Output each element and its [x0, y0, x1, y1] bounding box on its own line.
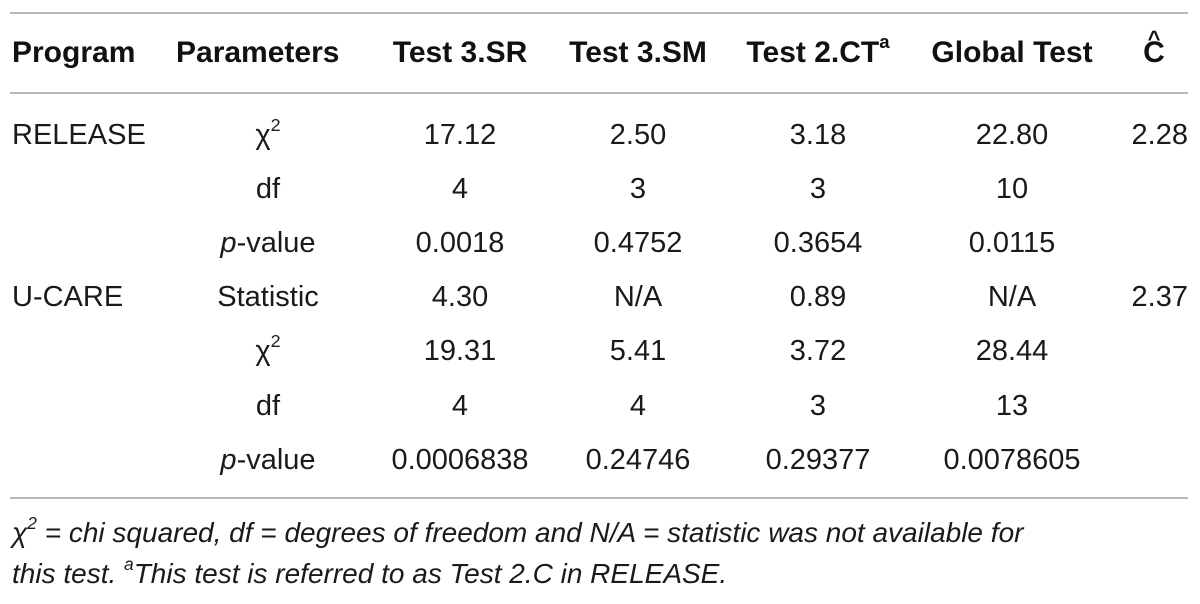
- header-test-2ct-text: Test 2.CT: [746, 36, 880, 69]
- cell-global-test: N/A: [987, 281, 1037, 313]
- header-test-3sr: Test 3.SR: [392, 36, 528, 69]
- param-text: df: [255, 173, 281, 205]
- cell-test-3sm: 4: [629, 390, 647, 422]
- cell-parameter: p-value: [220, 226, 315, 260]
- cell-program: RELEASE: [12, 119, 146, 151]
- header-program: Program: [12, 36, 136, 69]
- param-text: χ: [255, 119, 271, 151]
- cell-test-2ct: 3.72: [789, 335, 847, 367]
- footnote-chi-sup: 2: [27, 513, 37, 534]
- footnote-line-1: χ2 = chi squared, df = degrees of freedo…: [12, 512, 1192, 553]
- table-bottom-rule: [10, 497, 1188, 499]
- cell-test-3sm: 2.50: [609, 119, 667, 151]
- cell-test-3sm: 5.41: [609, 335, 667, 367]
- cell-test-2ct: 3.18: [789, 119, 847, 151]
- cell-test-3sr: 17.12: [423, 119, 497, 151]
- param-italic-p: p: [220, 227, 237, 259]
- cell-global-test: 0.0078605: [943, 444, 1081, 476]
- cell-test-2ct: 3: [809, 390, 827, 422]
- cell-test-3sr: 0.0006838: [391, 444, 529, 476]
- footnote-line-2-text: This test is referred to as Test 2.C in …: [133, 558, 728, 589]
- header-global-test: Global Test: [931, 36, 1093, 69]
- footnote-line-2: this test. aThis test is referred to as …: [12, 553, 1192, 594]
- header-c-hat: ^ C: [1143, 26, 1165, 70]
- table-top-rule: [10, 12, 1188, 14]
- table-header-rule: [10, 92, 1188, 94]
- cell-parameter: χ2: [255, 330, 281, 368]
- cell-test-3sm: 0.4752: [593, 227, 683, 259]
- cell-parameter: χ2: [255, 114, 281, 152]
- cell-global-test: 0.0115: [968, 227, 1056, 259]
- cell-global-test: 13: [995, 390, 1029, 422]
- cell-parameter: df: [256, 389, 280, 423]
- cell-test-3sr: 4: [451, 173, 469, 205]
- cell-global-test: 28.44: [975, 335, 1049, 367]
- cell-c-hat: 2.28: [1131, 119, 1188, 151]
- cell-test-3sm: N/A: [613, 281, 663, 313]
- footnote-a-sup: a: [124, 554, 134, 575]
- cell-test-3sr: 19.31: [423, 335, 497, 367]
- cell-test-3sr: 0.0018: [415, 227, 505, 259]
- param-sup: 2: [270, 114, 281, 135]
- param-text: df: [255, 390, 281, 422]
- cell-global-test: 22.80: [975, 119, 1049, 151]
- param-text: Statistic: [217, 281, 319, 313]
- cell-test-3sm: 0.24746: [585, 444, 691, 476]
- cell-c-hat: 2.37: [1131, 281, 1188, 313]
- cell-global-test: 10: [995, 173, 1029, 205]
- cell-test-2ct: 0.3654: [773, 227, 863, 259]
- hat-glyph: ^: [1147, 26, 1161, 51]
- cell-parameter: df: [256, 172, 280, 206]
- header-c-hat-text: C: [1143, 36, 1165, 69]
- cell-test-2ct: 0.29377: [765, 444, 871, 476]
- footnote-chi: χ: [12, 517, 28, 548]
- cell-parameter: Statistic: [217, 280, 319, 314]
- header-parameters: Parameters: [176, 36, 340, 69]
- footnote-line-2-pre: this test.: [12, 558, 125, 589]
- header-test-3sm: Test 3.SM: [569, 36, 707, 69]
- cell-test-3sm: 3: [629, 173, 647, 205]
- table-footnote: χ2 = chi squared, df = degrees of freedo…: [12, 512, 1192, 594]
- cell-test-2ct: 3: [809, 173, 827, 205]
- header-test-2ct-sup: a: [879, 31, 890, 53]
- cell-test-3sr: 4: [451, 390, 469, 422]
- param-italic-p: p: [220, 444, 237, 476]
- param-sup: 2: [270, 330, 281, 351]
- header-test-2ct: Test 2.CTa: [746, 32, 889, 70]
- cell-parameter: p-value: [220, 443, 315, 477]
- footnote-line-1-text: = chi squared, df = degrees of freedom a…: [36, 517, 1024, 548]
- param-text: χ: [255, 335, 271, 367]
- param-text: -value: [236, 444, 316, 476]
- cell-test-3sr: 4.30: [431, 281, 489, 313]
- param-text: -value: [236, 227, 316, 259]
- cell-test-2ct: 0.89: [789, 281, 847, 313]
- cell-program: U-CARE: [12, 281, 124, 313]
